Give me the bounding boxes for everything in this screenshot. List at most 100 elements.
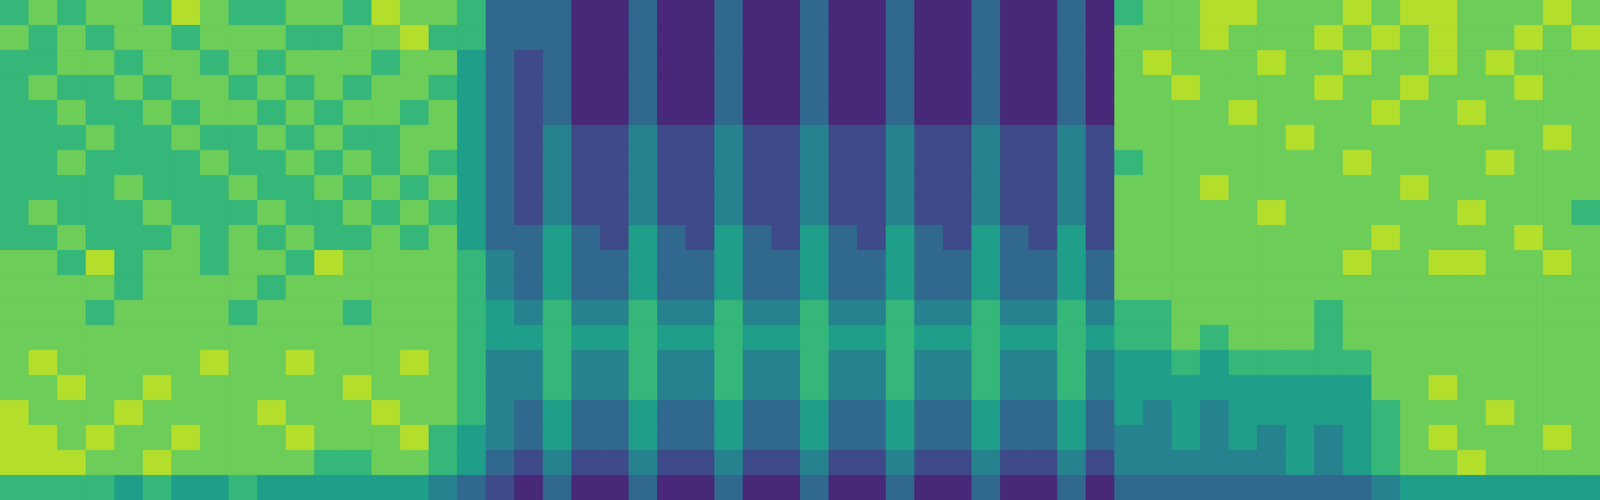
cell <box>1485 200 1515 226</box>
cell <box>571 200 601 226</box>
cell <box>28 0 58 26</box>
cell <box>228 400 258 426</box>
cell <box>800 99 829 126</box>
cell <box>599 49 629 76</box>
cell <box>1028 24 1058 51</box>
cell <box>571 299 601 326</box>
cell <box>371 425 401 451</box>
cell <box>1285 299 1315 326</box>
cell <box>971 324 1001 351</box>
cell <box>1428 0 1458 26</box>
cell <box>1000 24 1030 51</box>
cell <box>114 250 144 276</box>
cell <box>343 475 373 500</box>
cell <box>1171 324 1201 351</box>
cell <box>771 375 801 402</box>
cell <box>1000 200 1030 226</box>
cell <box>542 400 572 426</box>
cell <box>885 450 915 476</box>
cell <box>1314 150 1344 176</box>
cell <box>1285 200 1315 226</box>
cell <box>114 175 144 201</box>
cell <box>485 74 515 101</box>
cell <box>1514 200 1544 226</box>
cell <box>1514 225 1544 251</box>
cell <box>1085 375 1115 402</box>
cell <box>1571 425 1600 451</box>
cell <box>857 125 887 151</box>
cell <box>1085 475 1115 500</box>
cell <box>428 200 458 226</box>
cell <box>1228 274 1258 301</box>
cell <box>1485 175 1515 201</box>
cell <box>371 299 401 326</box>
cell <box>400 250 430 276</box>
cell <box>800 24 829 51</box>
cell <box>1228 150 1258 176</box>
cell <box>456 475 486 500</box>
cell <box>857 400 887 426</box>
cell <box>85 400 115 426</box>
cell <box>742 99 772 126</box>
cell <box>1514 274 1544 301</box>
cell <box>542 24 572 51</box>
cell <box>0 150 29 176</box>
cell <box>257 349 287 376</box>
cell <box>1028 425 1058 451</box>
cell <box>1399 299 1429 326</box>
cell <box>400 274 430 301</box>
cell <box>657 375 687 402</box>
cell <box>200 425 230 451</box>
cell <box>742 475 772 500</box>
cell <box>142 375 172 402</box>
cell <box>1314 24 1344 51</box>
cell <box>428 324 458 351</box>
cell <box>485 425 515 451</box>
cell <box>0 250 29 276</box>
cell <box>1428 425 1458 451</box>
cell <box>771 450 801 476</box>
cell <box>971 475 1001 500</box>
cell <box>1285 99 1315 126</box>
cell <box>599 99 629 126</box>
cell <box>514 375 544 402</box>
cell <box>1314 49 1344 76</box>
cell <box>685 274 715 301</box>
cell <box>971 200 1001 226</box>
cell <box>456 74 486 101</box>
cell <box>85 375 115 402</box>
cell <box>114 425 144 451</box>
cell <box>257 0 287 26</box>
cell <box>428 150 458 176</box>
cell <box>628 74 658 101</box>
cell <box>657 125 687 151</box>
cell <box>885 99 915 126</box>
cell <box>1457 24 1487 51</box>
cell <box>1171 200 1201 226</box>
cell <box>1428 250 1458 276</box>
cell <box>657 349 687 376</box>
cell <box>142 125 172 151</box>
cell <box>885 200 915 226</box>
cell <box>285 74 315 101</box>
cell <box>857 150 887 176</box>
cell <box>514 74 544 101</box>
cell <box>1200 49 1230 76</box>
cell <box>400 200 430 226</box>
cell <box>1342 324 1372 351</box>
cell <box>228 175 258 201</box>
cell <box>542 175 572 201</box>
cell <box>1057 324 1087 351</box>
cell <box>1200 450 1230 476</box>
cell <box>628 0 658 26</box>
cell <box>1342 150 1372 176</box>
cell <box>1143 175 1173 201</box>
cell <box>1485 475 1515 500</box>
cell <box>171 475 201 500</box>
cell <box>1514 125 1544 151</box>
cell <box>228 24 258 51</box>
cell <box>1457 400 1487 426</box>
cell <box>1285 425 1315 451</box>
cell <box>314 299 344 326</box>
cell <box>828 200 858 226</box>
